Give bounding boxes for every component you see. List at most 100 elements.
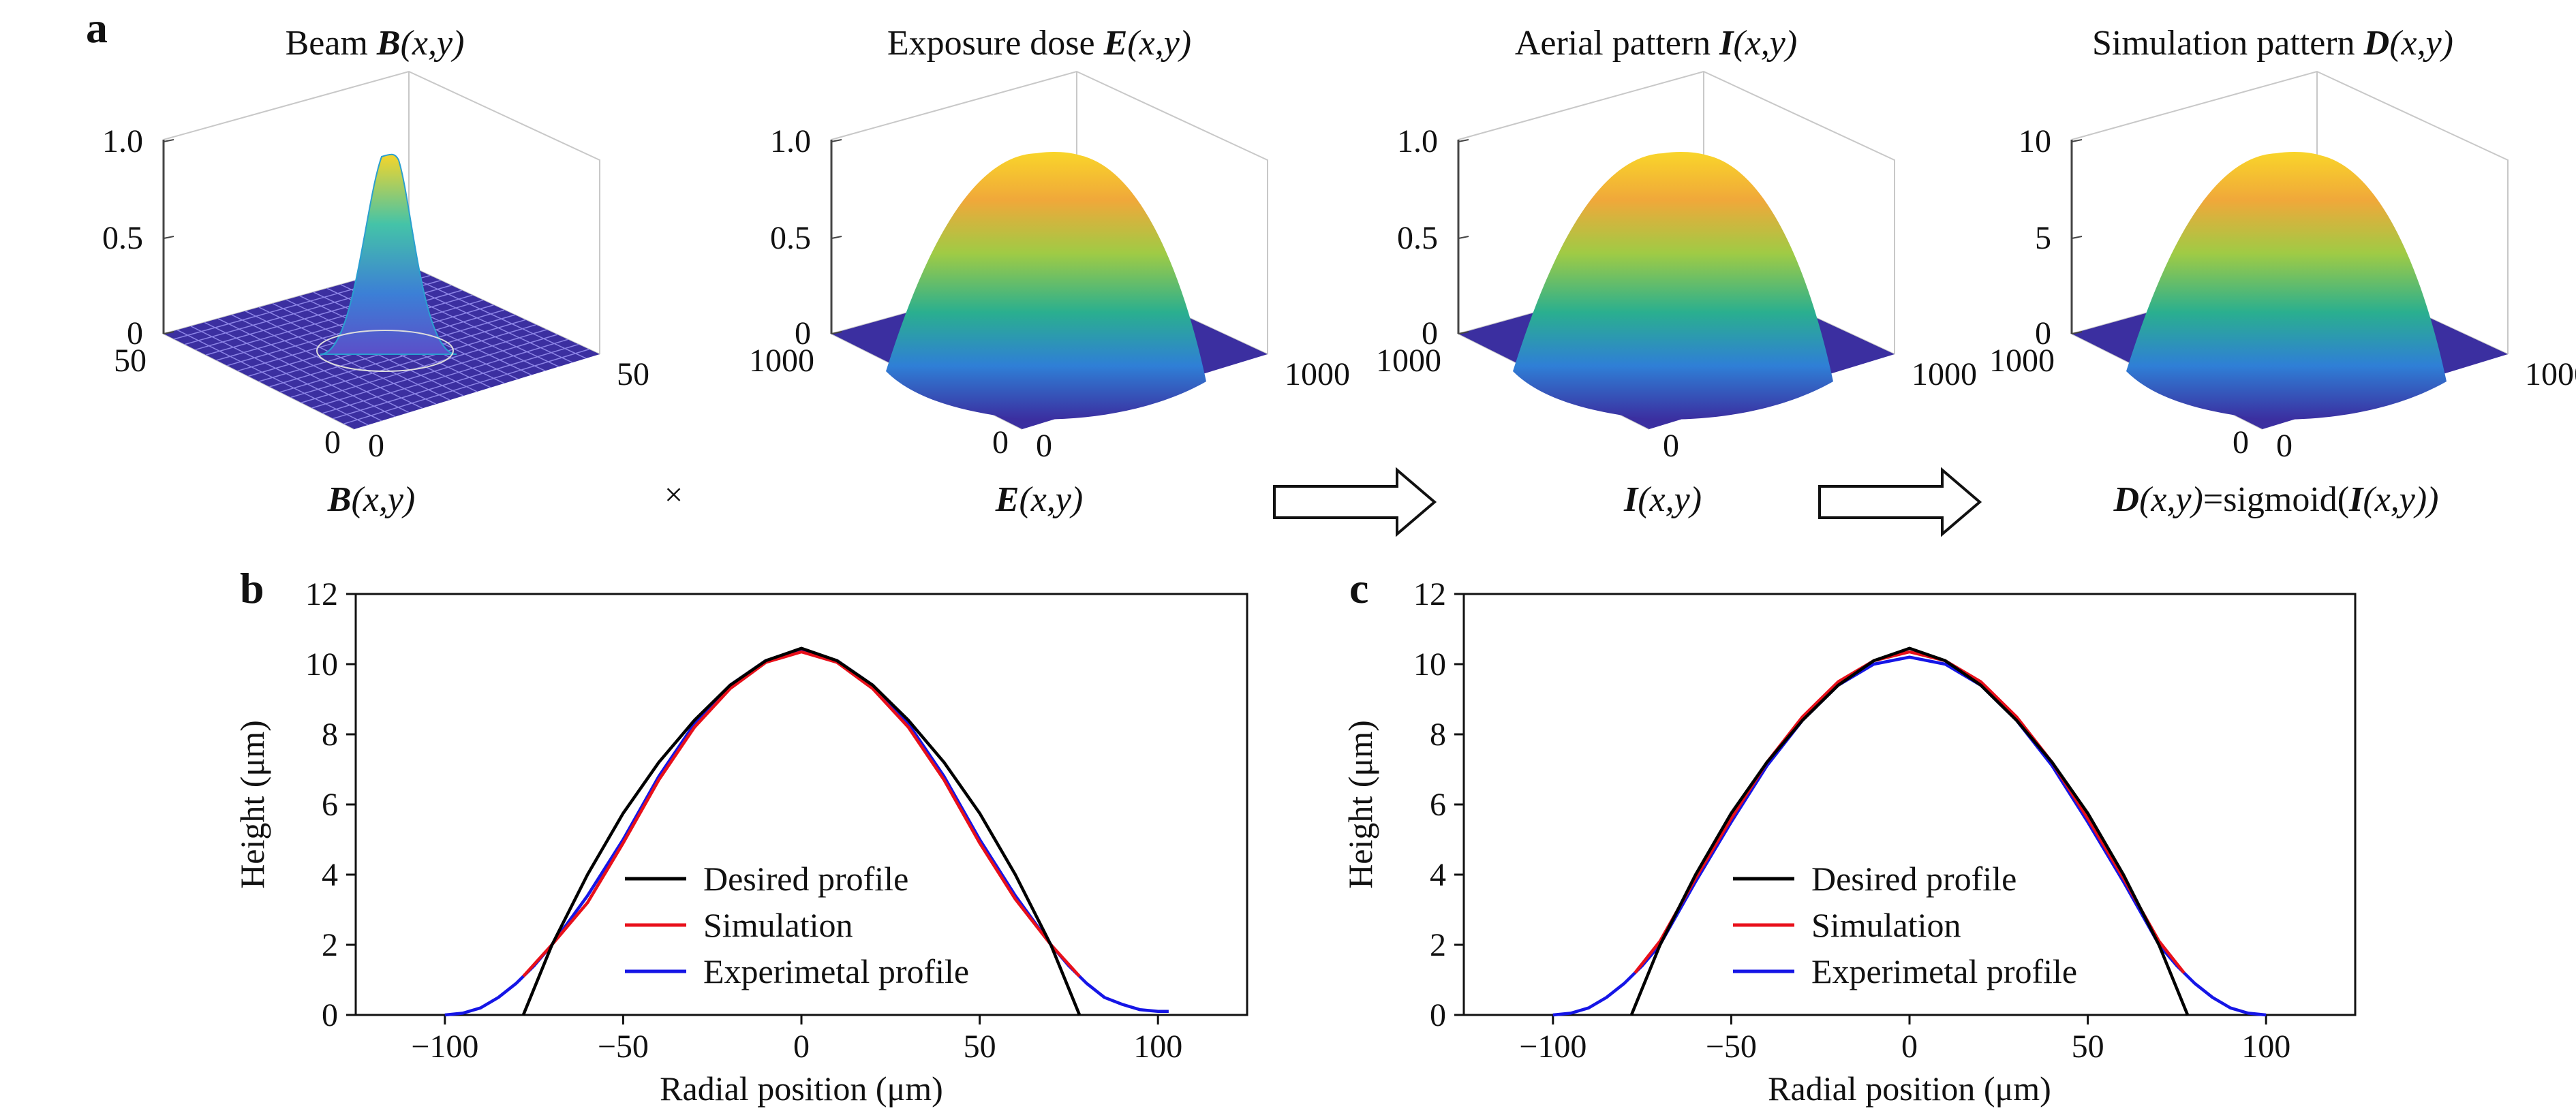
caption-symbol: B [327, 480, 352, 519]
x-tick-label: 0 [793, 1029, 810, 1065]
z-tick [1458, 331, 1469, 334]
z-tick [163, 236, 174, 239]
caption-args: (x,y) [1638, 480, 1702, 519]
z-tick-label: 1.0 [770, 123, 811, 159]
surface-caption: D(x,y)=sigmoid(I(x,y)) [2113, 480, 2439, 519]
title-args: (x,y) [2389, 24, 2453, 63]
z-tick-label: 0.5 [1397, 220, 1438, 256]
caption-args: (x,y) [2139, 480, 2203, 519]
surface-caption: B(x,y) [327, 480, 415, 519]
chart-c: −100 −50 0 50 100 0 2 4 6 8 10 12 Radial position (μ… [1341, 576, 2357, 1108]
x-tick-label: 1000 [1989, 343, 2055, 379]
y-tick-label: 50 [617, 356, 649, 392]
y-tick-label: 10 [305, 646, 338, 683]
y-tick-label: 12 [1413, 576, 1446, 612]
y-axis-label: Height (μm) [1341, 720, 1379, 889]
y-axis-label: Height (μm) [233, 720, 271, 889]
y-tick-label: 1000 [1912, 356, 1977, 392]
y-tick-label: 0 [1430, 997, 1446, 1033]
surface-title: Exposure dose E(x,y) [887, 24, 1191, 63]
x-tick-label: 100 [1133, 1029, 1182, 1065]
z-tick-label: 5 [2035, 220, 2051, 256]
y-tick-label: 8 [1430, 717, 1446, 753]
x-tick-label: 1000 [1376, 343, 1441, 379]
x-axis-label: Radial position (μm) [660, 1069, 943, 1108]
z-tick [163, 139, 174, 142]
y-tick-label: 12 [305, 576, 338, 612]
dome-surface [886, 152, 1206, 420]
dome-surface [1513, 152, 1833, 420]
origin-tick-label: 0 [368, 428, 384, 464]
z-tick [2071, 331, 2083, 334]
surface-title: Simulation pattern D(x,y) [2092, 24, 2453, 63]
surface-plot-4: Simulation pattern D(x,y)10501000100000D… [1989, 24, 2576, 519]
dome-surface [2126, 152, 2447, 420]
mesh-line [343, 349, 589, 424]
box-edge [831, 70, 1268, 354]
legend-label: Simulation [703, 906, 853, 944]
x-tick-label: 0 [1901, 1029, 1918, 1065]
series-line-2 [522, 650, 1081, 977]
surface-title: Aerial pattern I(x,y) [1515, 24, 1797, 63]
y-tick-label: 4 [322, 857, 338, 893]
series-line-2 [1634, 650, 2186, 974]
z-tick-label: 1.0 [1397, 123, 1438, 159]
caption-args: (x,y) [1019, 480, 1083, 519]
title-text: Simulation pattern [2092, 24, 2364, 63]
z-tick [831, 236, 842, 239]
title-symbol: E [1103, 24, 1128, 63]
title-args: (x,y) [401, 24, 465, 63]
z-tick-label: 0.5 [102, 220, 143, 256]
origin-tick-label: 0 [992, 424, 1009, 460]
y-tick-label: 10 [1413, 646, 1446, 683]
times-operator: × [664, 477, 683, 513]
title-symbol: B [376, 24, 401, 63]
z-tick [1458, 236, 1469, 239]
caption-args: (x,y) [351, 480, 415, 519]
y-tick-label: 6 [1430, 787, 1446, 823]
surface-title: Beam B(x,y) [286, 24, 465, 63]
caption-symbol: D [2113, 480, 2140, 519]
title-text: Exposure dose [887, 24, 1104, 63]
x-tick-label: 100 [2241, 1029, 2290, 1065]
title-symbol: I [1719, 24, 1734, 63]
z-tick [2071, 236, 2083, 239]
z-tick [831, 139, 842, 142]
caption-args: (x,y)) [2363, 480, 2438, 519]
box-edge [1458, 70, 1895, 354]
z-tick [2071, 139, 2083, 142]
z-tick-label: 0.5 [770, 220, 811, 256]
title-symbol: D [2363, 24, 2390, 63]
z-tick-label: 0 [795, 315, 811, 351]
caption-symbol: I [2348, 480, 2364, 519]
series-line-3 [1552, 655, 2267, 1017]
x-tick-label: −100 [1519, 1029, 1586, 1065]
caption-symbol: E [995, 480, 1019, 519]
z-tick [831, 331, 842, 334]
title-args: (x,y) [1733, 24, 1797, 63]
origin-tick-label: 0 [2233, 424, 2249, 460]
y-tick-label: 4 [1430, 857, 1446, 893]
z-tick [1458, 139, 1469, 142]
z-tick-label: 0 [2035, 315, 2051, 351]
y-tick-label: 2 [1430, 927, 1446, 963]
origin-tick-label: 0 [1036, 428, 1052, 464]
surface-caption: E(x,y) [995, 480, 1083, 519]
mesh-line [395, 268, 587, 359]
z-tick-label: 0 [1422, 315, 1438, 351]
chart-b: −100 −50 0 50 100 0 2 4 6 8 10 12 Radial position (μ… [233, 576, 1248, 1108]
legend-label: Simulation [1811, 906, 1961, 944]
origin-tick-label: 0 [2276, 428, 2293, 464]
x-tick-label: −50 [598, 1029, 649, 1065]
z-tick-label: 10 [2019, 123, 2051, 159]
legend-label: Desired profile [703, 860, 908, 898]
beam-ring [316, 330, 454, 372]
legend-label: Desired profile [1811, 860, 2017, 898]
title-text: Beam [286, 24, 377, 63]
z-tick [163, 331, 174, 334]
x-axis-label: Radial position (μm) [1768, 1069, 2051, 1108]
